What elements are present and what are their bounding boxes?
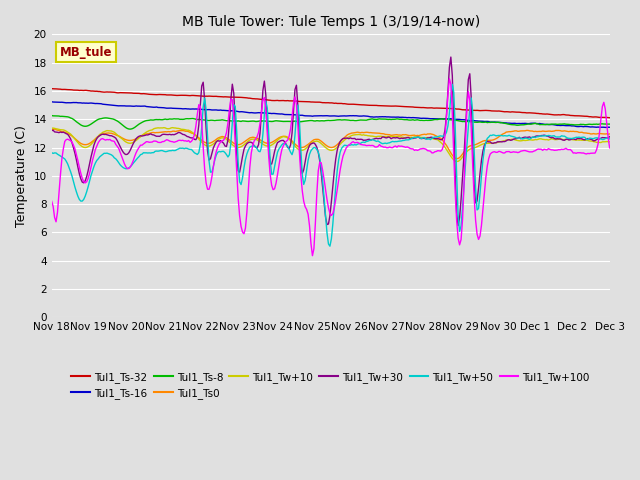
- Tul1_Tw+10: [447, 154, 454, 159]
- Tul1_Tw+30: [604, 135, 612, 141]
- Tul1_Ts0: [606, 131, 614, 137]
- Tul1_Tw+100: [308, 253, 316, 259]
- Tul1_Ts-16: [67, 100, 74, 106]
- Tul1_Tw+10: [336, 142, 344, 147]
- Tul1_Tw+100: [445, 76, 453, 82]
- Line: Tul1_Ts-16: Tul1_Ts-16: [52, 102, 610, 127]
- Tul1_Tw+50: [449, 82, 456, 87]
- Tul1_Tw+50: [336, 149, 344, 155]
- Tul1_Ts-8: [606, 121, 614, 127]
- Tul1_Ts-32: [48, 86, 56, 92]
- Tul1_Ts-8: [67, 115, 74, 121]
- Tul1_Ts-16: [84, 100, 92, 106]
- Tul1_Ts-16: [602, 124, 609, 130]
- Tul1_Tw+10: [604, 139, 612, 144]
- Tul1_Ts-16: [603, 124, 611, 130]
- Tul1_Tw+30: [48, 128, 56, 133]
- Tul1_Tw+30: [84, 168, 92, 174]
- Tul1_Tw+30: [531, 133, 539, 139]
- Tul1_Ts0: [604, 132, 612, 137]
- Tul1_Tw+50: [84, 184, 92, 190]
- Tul1_Tw+50: [531, 134, 539, 140]
- Line: Tul1_Tw+10: Tul1_Tw+10: [52, 128, 610, 161]
- Tul1_Ts0: [86, 141, 93, 146]
- Tul1_Tw+50: [604, 135, 612, 141]
- Tul1_Ts-32: [602, 115, 609, 120]
- Line: Tul1_Tw+30: Tul1_Tw+30: [52, 57, 610, 226]
- Line: Tul1_Tw+100: Tul1_Tw+100: [52, 79, 610, 256]
- Tul1_Tw+100: [336, 167, 344, 173]
- Tul1_Ts0: [68, 133, 76, 139]
- Tul1_Ts-16: [529, 120, 536, 126]
- Tul1_Ts-8: [336, 117, 344, 122]
- Line: Tul1_Ts-8: Tul1_Ts-8: [52, 116, 610, 129]
- Tul1_Ts-32: [606, 115, 614, 120]
- Tul1_Tw+50: [326, 243, 334, 249]
- Tul1_Ts-8: [48, 113, 56, 119]
- Tul1_Ts-8: [603, 121, 611, 127]
- Tul1_Tw+10: [67, 131, 74, 137]
- Tul1_Ts-8: [84, 123, 92, 129]
- Tul1_Ts-16: [606, 124, 614, 130]
- Tul1_Ts-8: [447, 117, 454, 123]
- Tul1_Tw+10: [531, 137, 539, 143]
- Tul1_Ts-32: [529, 110, 536, 116]
- Legend: Tul1_Ts-32, Tul1_Ts-16, Tul1_Ts-8, Tul1_Ts0, Tul1_Tw+10, Tul1_Tw+30, Tul1_Tw+50,: Tul1_Ts-32, Tul1_Ts-16, Tul1_Ts-8, Tul1_…: [67, 368, 594, 403]
- Tul1_Tw+50: [447, 94, 454, 99]
- Tul1_Tw+100: [449, 110, 456, 116]
- Tul1_Ts-32: [335, 100, 342, 106]
- Tul1_Tw+30: [606, 134, 614, 140]
- Tul1_Tw+30: [445, 64, 453, 70]
- Tul1_Ts-16: [335, 113, 342, 119]
- Line: Tul1_Ts0: Tul1_Ts0: [52, 129, 610, 158]
- Tul1_Ts0: [336, 139, 344, 144]
- Line: Tul1_Tw+50: Tul1_Tw+50: [52, 84, 610, 246]
- Tul1_Tw+50: [48, 150, 56, 156]
- Tul1_Ts-8: [127, 126, 134, 132]
- Tul1_Tw+30: [447, 54, 454, 60]
- Tul1_Tw+30: [335, 142, 342, 148]
- Tul1_Tw+100: [48, 198, 56, 204]
- Tul1_Tw+10: [453, 158, 461, 164]
- Tul1_Ts-8: [530, 121, 538, 127]
- Tul1_Ts0: [531, 129, 539, 134]
- Tul1_Ts0: [51, 126, 58, 132]
- Tul1_Tw+100: [604, 135, 612, 141]
- Text: MB_tule: MB_tule: [60, 46, 113, 59]
- Tul1_Tw+50: [67, 169, 74, 175]
- Tul1_Ts-16: [445, 116, 453, 122]
- Tul1_Ts0: [453, 156, 461, 161]
- Title: MB Tule Tower: Tule Temps 1 (3/19/14-now): MB Tule Tower: Tule Temps 1 (3/19/14-now…: [182, 15, 480, 29]
- Tul1_Tw+100: [84, 176, 92, 181]
- Tul1_Tw+10: [169, 125, 177, 131]
- Tul1_Tw+50: [606, 136, 614, 142]
- Tul1_Ts-16: [48, 99, 56, 105]
- Tul1_Tw+100: [67, 138, 74, 144]
- Tul1_Tw+10: [606, 139, 614, 145]
- Tul1_Tw+30: [454, 223, 462, 228]
- Tul1_Tw+10: [48, 125, 56, 131]
- Tul1_Tw+30: [67, 136, 74, 142]
- Tul1_Tw+100: [531, 148, 539, 154]
- Tul1_Ts-32: [84, 88, 92, 94]
- Tul1_Ts-32: [445, 106, 453, 111]
- Tul1_Ts0: [447, 150, 454, 156]
- Y-axis label: Temperature (C): Temperature (C): [15, 125, 28, 227]
- Line: Tul1_Ts-32: Tul1_Ts-32: [52, 89, 610, 118]
- Tul1_Ts0: [48, 127, 56, 132]
- Tul1_Tw+10: [84, 144, 92, 150]
- Tul1_Tw+100: [606, 145, 614, 151]
- Tul1_Ts-32: [67, 87, 74, 93]
